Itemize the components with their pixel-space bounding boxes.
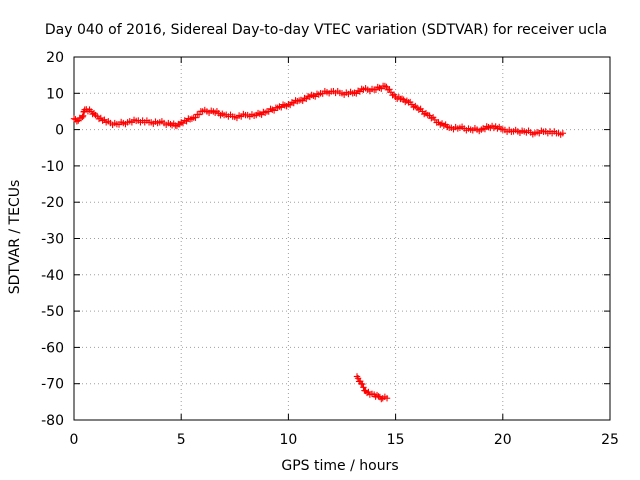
x-axis-label: GPS time / hours (281, 458, 398, 474)
x-tick-label: 10 (279, 432, 297, 448)
x-tick-label: 20 (494, 432, 512, 448)
y-axis-label: SDTVAR / TECUs (7, 180, 23, 295)
data-points (70, 82, 567, 403)
x-tick-label: 5 (177, 432, 186, 448)
lower-trace-point (360, 384, 367, 391)
x-tick-label: 0 (70, 432, 79, 448)
y-tick-label: 0 (55, 123, 64, 139)
main-trace-point (386, 86, 393, 93)
x-tick-label: 25 (601, 432, 619, 448)
y-tick-label: -30 (41, 232, 64, 248)
main-trace-point (381, 82, 389, 90)
y-tick-label: -10 (41, 159, 64, 175)
chart-title: Day 040 of 2016, Sidereal Day-to-day VTE… (45, 22, 607, 38)
y-tick-label: -60 (41, 340, 64, 356)
grid-lines (74, 57, 610, 420)
lower-trace-point (359, 380, 366, 388)
y-tick-label: -40 (41, 268, 64, 284)
x-tick-label: 15 (387, 432, 405, 448)
y-tick-label: 10 (46, 86, 64, 102)
lower-trace-point (383, 395, 391, 402)
y-tick-label: -80 (41, 413, 64, 429)
y-tick-label: 20 (46, 50, 64, 66)
y-tick-label: -50 (41, 304, 64, 320)
main-trace-point (195, 111, 203, 118)
main-trace-point (559, 130, 567, 137)
y-tick-label: -20 (41, 195, 64, 211)
main-trace-point (73, 118, 81, 125)
y-tick-label: -70 (41, 377, 64, 393)
axis-ticks: 0 5 10 15 20 25 -80 -70 -60 -50 -40 -30 -20 -10 0 10 20 (41, 50, 619, 448)
main-trace-point (192, 114, 199, 121)
main-trace-point (89, 110, 96, 118)
lower-trace-point (378, 395, 385, 403)
